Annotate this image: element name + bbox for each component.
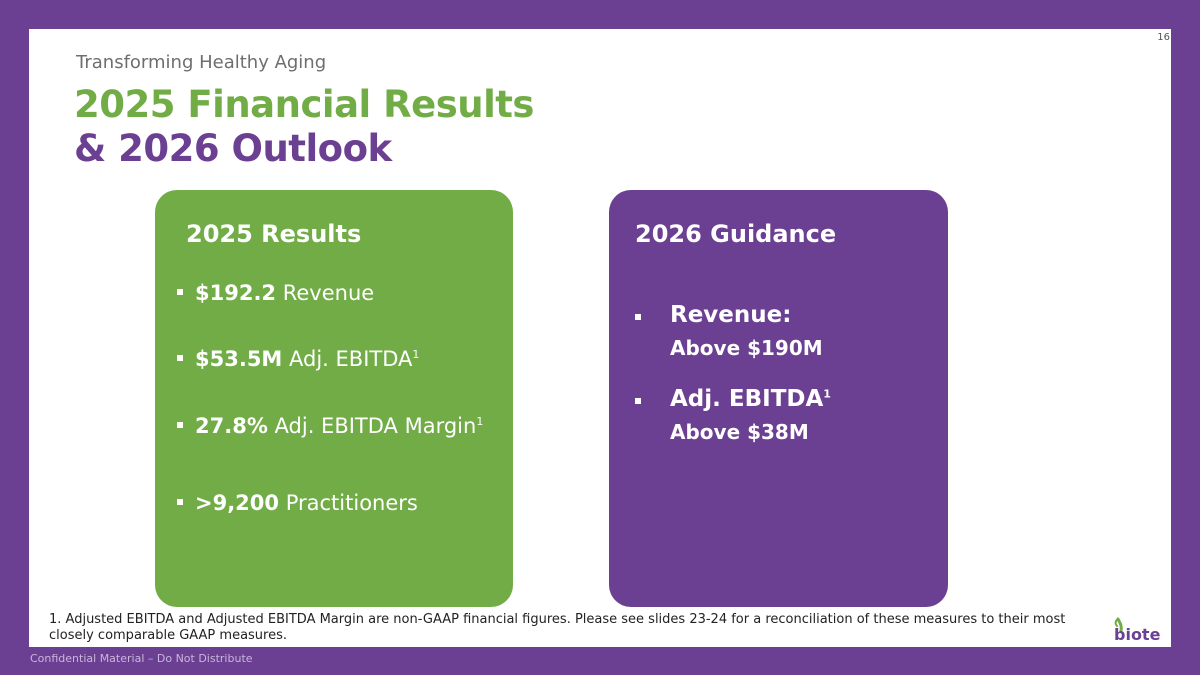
footnote-marker: 1 (823, 387, 831, 401)
footnote: 1. Adjusted EBITDA and Adjusted EBITDA M… (49, 612, 1066, 643)
slide-kicker: Transforming Healthy Aging (76, 52, 327, 73)
guidance-label: Adj. EBITDA1 (670, 386, 831, 412)
confidential-notice: Confidential Material – Do Not Distribut… (30, 652, 253, 665)
slide: 16 Transforming Healthy Aging 2025 Finan… (29, 29, 1171, 647)
result-label: Adj. EBITDA (289, 347, 413, 371)
result-item-revenue: $192.2 Revenue (177, 281, 374, 305)
result-label: Revenue (282, 281, 375, 305)
results-heading: 2025 Results (186, 220, 362, 248)
result-item-ebitda-margin: 27.8% Adj. EBITDA Margin1 (177, 414, 483, 438)
bullet-icon (177, 355, 183, 361)
bullet-icon (177, 422, 183, 428)
guidance-label: Revenue: (670, 302, 792, 328)
slide-title: 2025 Financial Results & 2026 Outlook (74, 83, 534, 171)
footnote-marker: 1 (476, 415, 484, 428)
title-line-2: & 2026 Outlook (74, 127, 392, 170)
page-number: 16 (1157, 32, 1170, 43)
title-line-1: 2025 Financial Results (74, 83, 534, 126)
footnote-marker: 1 (412, 348, 420, 361)
result-label: Adj. EBITDA Margin (274, 414, 477, 438)
biote-logo: biote (1112, 615, 1168, 645)
biote-logo-icon: biote (1114, 617, 1161, 644)
result-value: $192.2 (195, 281, 277, 305)
guidance-panel: 2026 Guidance Revenue: Above $190M Adj. … (609, 190, 948, 607)
svg-text:biote: biote (1114, 625, 1161, 644)
result-value: $53.5M (195, 347, 283, 371)
bullet-icon (177, 499, 183, 505)
guidance-heading: 2026 Guidance (635, 220, 837, 248)
bullet-icon (635, 314, 641, 320)
bullet-icon (177, 289, 183, 295)
result-item-ebitda: $53.5M Adj. EBITDA1 (177, 347, 419, 371)
result-value: 27.8% (195, 414, 268, 438)
result-value: >9,200 (195, 491, 280, 515)
results-panel: 2025 Results $192.2 Revenue $53.5M Adj. … (155, 190, 513, 607)
bullet-icon (635, 398, 641, 404)
result-item-practitioners: >9,200 Practitioners (177, 491, 418, 515)
guidance-value: Above $38M (670, 420, 809, 444)
guidance-value: Above $190M (670, 336, 823, 360)
result-label: Practitioners (285, 491, 418, 515)
